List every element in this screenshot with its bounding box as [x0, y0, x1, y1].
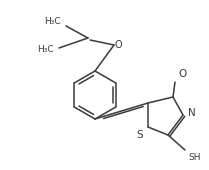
Text: O: O	[178, 69, 186, 79]
Text: S: S	[136, 130, 143, 140]
Text: H₃C: H₃C	[44, 18, 61, 27]
Text: O: O	[114, 40, 122, 50]
Text: SH: SH	[188, 153, 200, 162]
Text: N: N	[188, 108, 196, 118]
Text: H₃C: H₃C	[37, 46, 54, 55]
